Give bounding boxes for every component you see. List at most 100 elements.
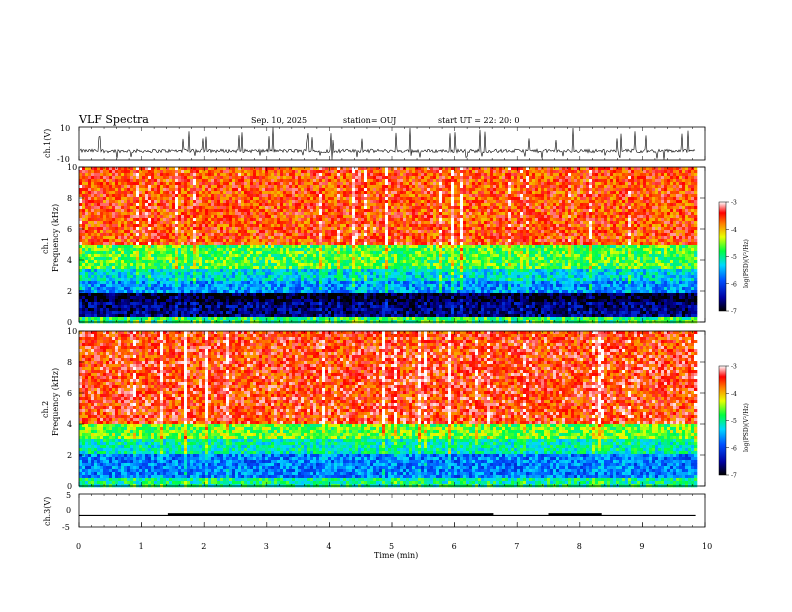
spectrogram-cell: [340, 224, 344, 228]
spectrogram-cell: [301, 167, 305, 171]
spectrogram-cell: [250, 230, 254, 234]
spectrogram-cell: [142, 311, 146, 315]
spectrogram-cell: [286, 299, 290, 303]
spectrogram-cell: [172, 209, 176, 213]
spectrogram-cell: [160, 236, 164, 240]
spectrogram-cell: [100, 278, 104, 282]
spectrogram-cell: [121, 206, 125, 210]
spectrogram-cell: [115, 248, 119, 252]
spectrogram-cell: [340, 269, 344, 273]
spectrogram-cell: [301, 239, 305, 243]
spectrogram-cell: [301, 227, 305, 231]
spectrogram-cell: [103, 197, 107, 201]
spectrogram-cell: [295, 305, 299, 309]
spectrogram-cell: [112, 308, 116, 312]
spectrogram-cell: [184, 176, 188, 180]
spectrogram-cell: [358, 167, 362, 171]
spectrogram-cell: [346, 182, 350, 186]
spectrogram-cell: [145, 299, 149, 303]
spectrogram-cell: [313, 194, 317, 198]
spectrogram-cell: [169, 188, 173, 192]
spectrogram-cell: [292, 191, 296, 195]
spectrogram-cell: [253, 212, 257, 216]
spectrogram-cell: [328, 227, 332, 231]
spectrogram-cell: [130, 215, 134, 219]
spectrogram-cell: [280, 296, 284, 300]
spectrogram-cell: [316, 182, 320, 186]
spectrogram-cell: [220, 245, 224, 249]
spectrogram-cell: [322, 251, 326, 255]
spectrogram-cell: [289, 302, 293, 306]
spectrogram-cell: [184, 236, 188, 240]
spectrogram-cell: [352, 269, 356, 273]
spectrogram-cell: [319, 272, 323, 276]
spectrogram-cell: [268, 305, 272, 309]
spectrogram-cell: [220, 257, 224, 261]
spectrogram-cell: [88, 221, 92, 225]
spectrogram-cell: [214, 215, 218, 219]
spectrogram-cell: [91, 206, 95, 210]
spectrogram-cell: [124, 311, 128, 315]
spectrogram-cell: [172, 188, 176, 192]
spectrogram-cell: [94, 311, 98, 315]
spectrogram-cell: [226, 215, 230, 219]
spectrogram-cell: [112, 215, 116, 219]
spectrogram-cell: [310, 209, 314, 213]
spectrogram-cell: [277, 206, 281, 210]
spectrogram-cell: [94, 179, 98, 183]
spectrogram-cell: [187, 263, 191, 267]
spectrogram-cell: [97, 287, 101, 291]
spectrogram-cell: [337, 284, 341, 288]
spectrogram-cell: [232, 230, 236, 234]
spectrogram-cell: [94, 248, 98, 252]
spectrogram-cell: [271, 314, 275, 318]
spectrogram-cell: [241, 200, 245, 204]
spectrogram-cell: [88, 293, 92, 297]
spectrogram-cell: [193, 179, 197, 183]
spectrogram-cell: [82, 233, 86, 237]
spectrogram-cell: [352, 212, 356, 216]
spectrogram-cell: [307, 188, 311, 192]
spectrogram-cell: [121, 293, 125, 297]
spectrogram-cell: [124, 305, 128, 309]
spectrogram-cell: [175, 305, 179, 309]
spectrogram-cell: [109, 290, 113, 294]
spectrogram-cell: [268, 209, 272, 213]
spectrogram-cell: [256, 185, 260, 189]
spectrogram-cell: [232, 251, 236, 255]
spectrogram-cell: [250, 257, 254, 261]
spectrogram-cell: [355, 185, 359, 189]
spectrogram-cell: [109, 248, 113, 252]
spectrogram-cell: [124, 215, 128, 219]
spectrogram-cell: [115, 311, 119, 315]
spectrogram-cell: [157, 260, 161, 264]
spectrogram-cell: [349, 275, 353, 279]
spectrogram-cell: [316, 275, 320, 279]
spectrogram-cell: [262, 221, 266, 225]
spectrogram-cell: [205, 212, 209, 216]
spectrogram-cell: [241, 215, 245, 219]
spectrogram-cell: [325, 314, 329, 318]
spectrogram-cell: [211, 293, 215, 297]
spectrogram-cell: [316, 269, 320, 273]
spectrogram-cell: [253, 227, 257, 231]
spectrogram-cell: [241, 254, 245, 258]
spectrogram-cell: [334, 263, 338, 267]
spectrogram-cell: [301, 185, 305, 189]
spectrogram-cell: [154, 248, 158, 252]
spectrogram-cell: [214, 170, 218, 174]
spectrogram-cell: [136, 311, 140, 315]
spectrogram-cell: [325, 170, 329, 174]
spectrogram-cell: [205, 263, 209, 267]
spectrogram-cell: [361, 197, 365, 201]
spectrogram-cell: [211, 185, 215, 189]
spectrogram-cell: [190, 179, 194, 183]
spectrogram-cell: [232, 206, 236, 210]
spectrogram-cell: [250, 224, 254, 228]
spectrogram-cell: [178, 266, 182, 270]
spectrogram-cell: [265, 248, 269, 252]
spectrogram-cell: [304, 290, 308, 294]
spectrogram-cell: [169, 236, 173, 240]
spectrogram-cell: [352, 272, 356, 276]
spectrogram-cell: [88, 188, 92, 192]
